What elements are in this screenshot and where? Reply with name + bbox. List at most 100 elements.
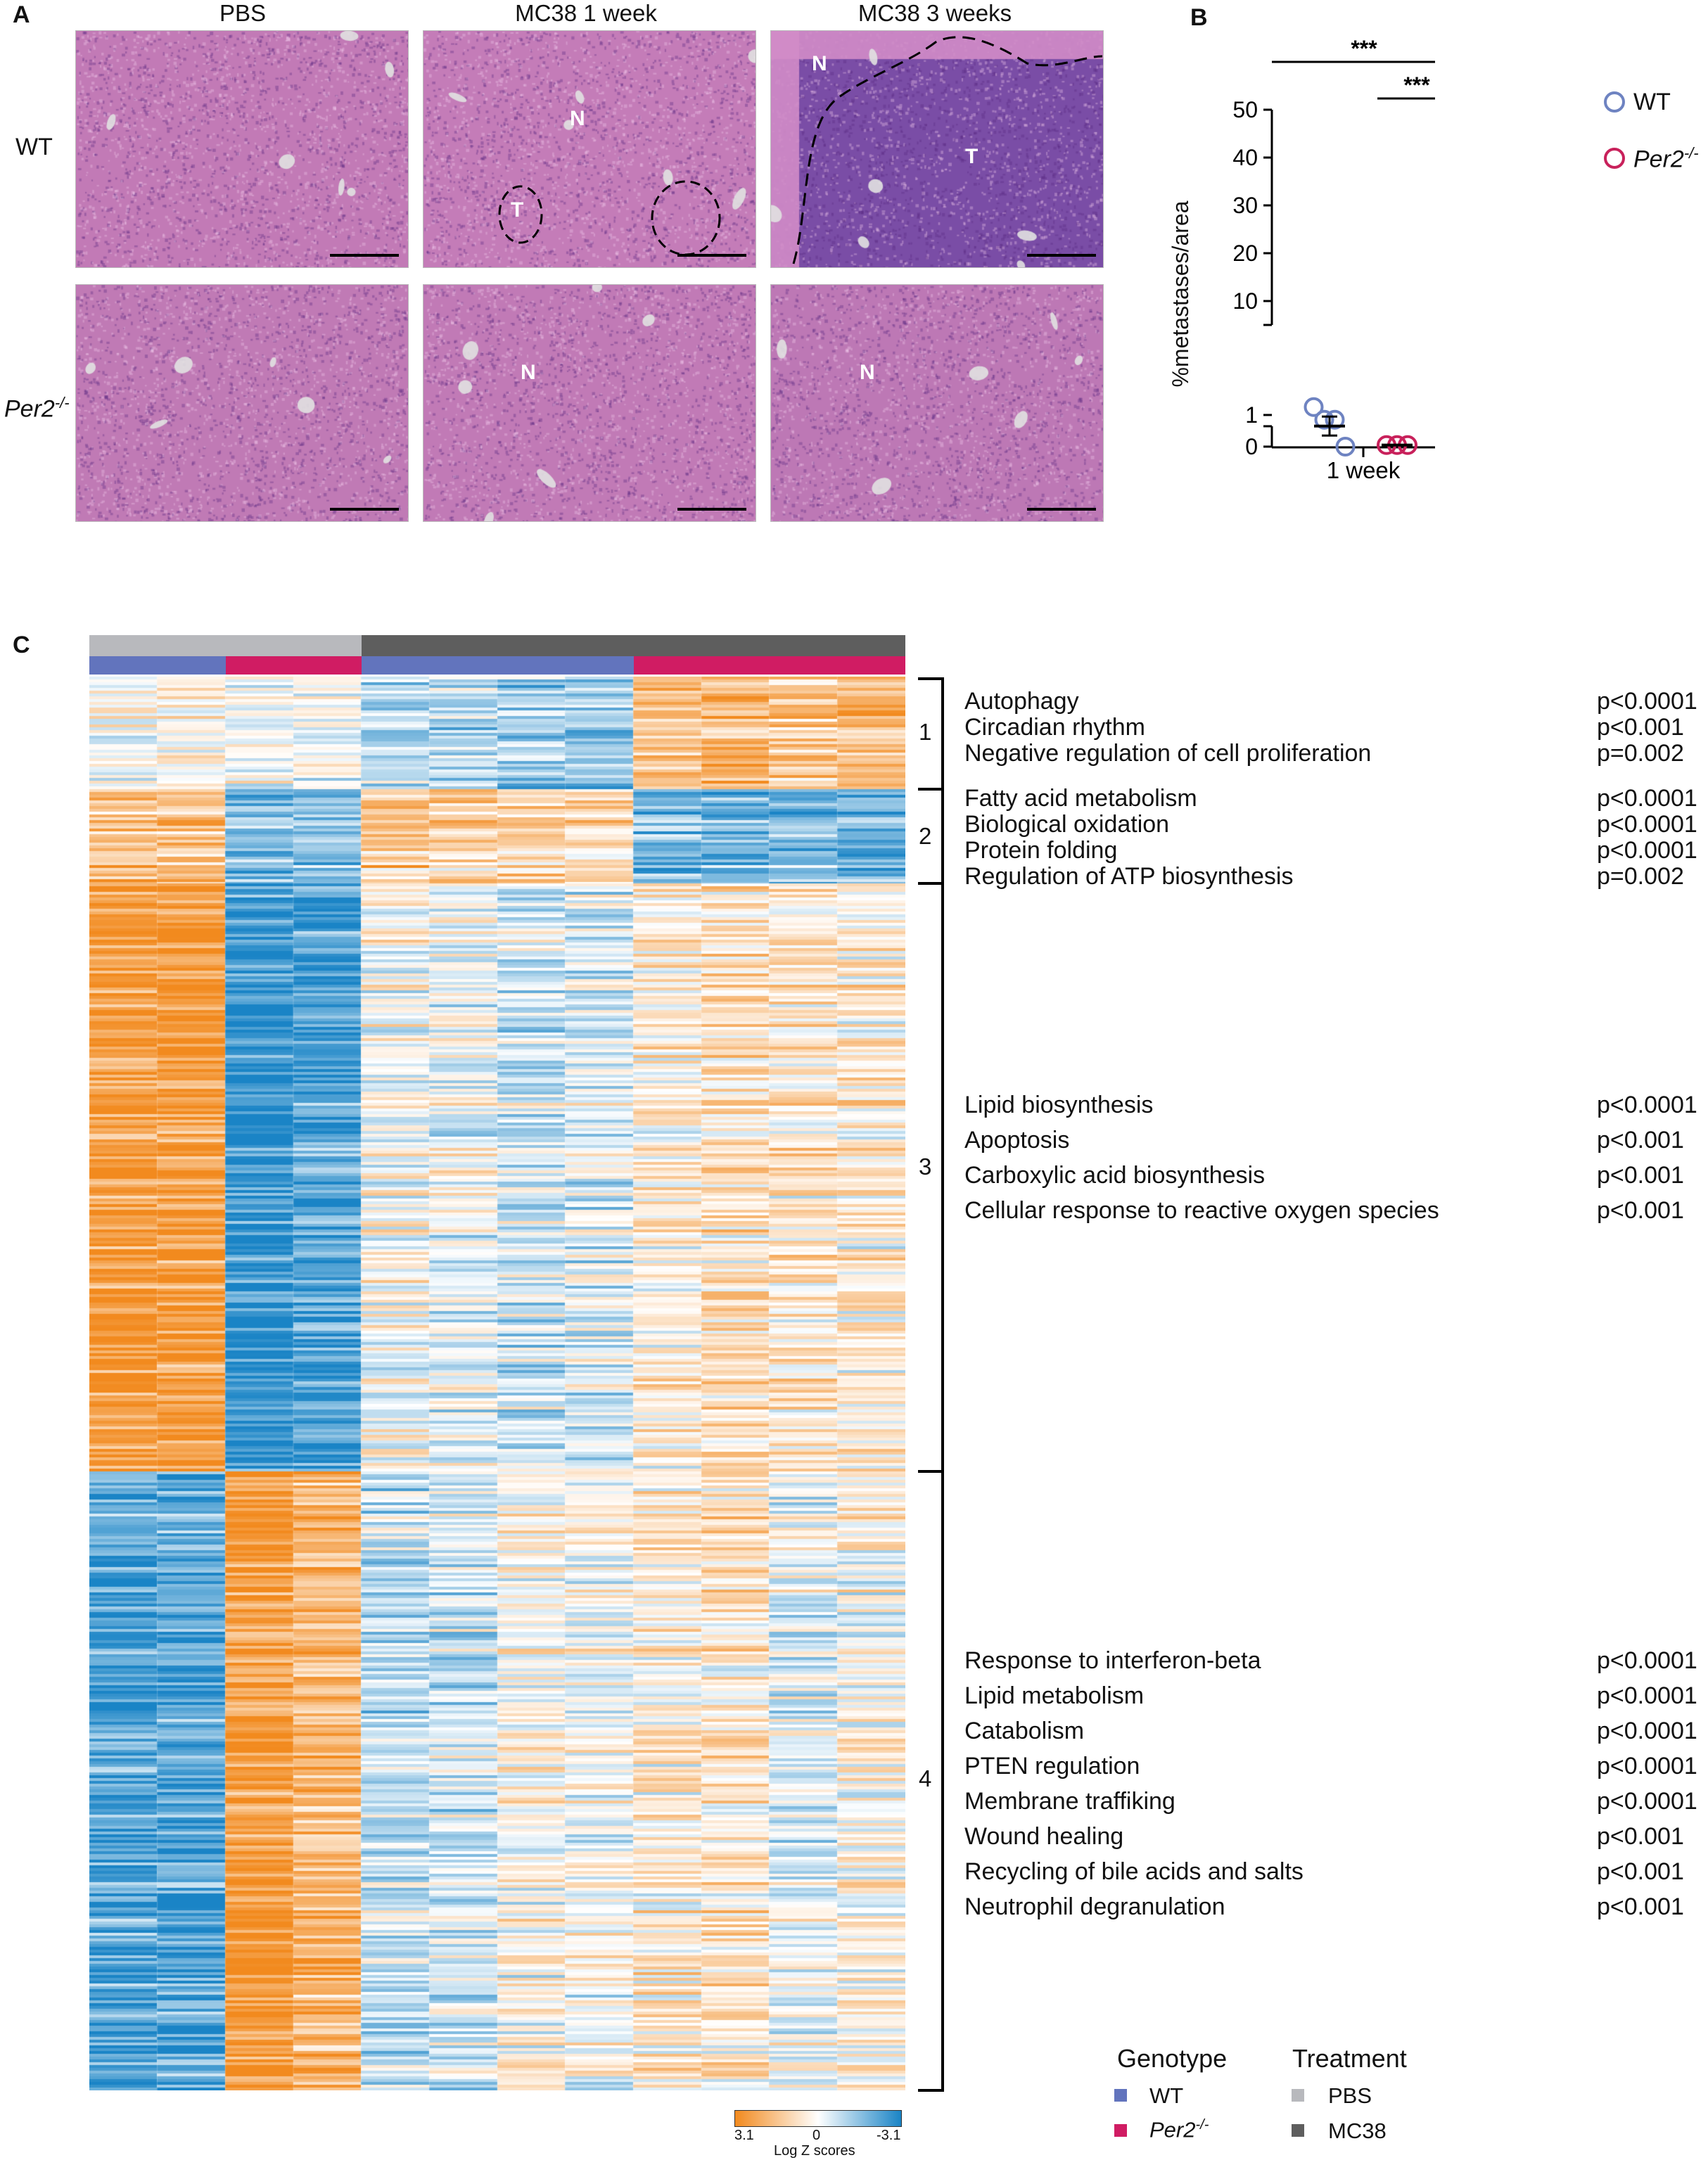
- go-pvalue: p<0.0001: [1597, 1753, 1697, 1779]
- go-pvalue: p<0.0001: [1597, 1788, 1697, 1815]
- micrograph-wt-pbs: [75, 30, 409, 268]
- go-term: Catabolism: [964, 1718, 1085, 1744]
- legend-per2-base: Per2: [1633, 146, 1684, 173]
- go-term: Cellular response to reactive oxygen spe…: [964, 1197, 1439, 1224]
- y-tick-label: 30: [1232, 193, 1258, 218]
- tumor-outlines: [498, 36, 1103, 264]
- micrograph-texture: [771, 285, 1103, 521]
- micrograph-texture: [423, 285, 756, 521]
- legend-per2-base: Per2: [1149, 2117, 1196, 2142]
- legend-treatment-title: Treatment: [1292, 2044, 1407, 2073]
- legend-genotype-title: Genotype: [1117, 2044, 1228, 2073]
- legend-per2-swatch: [1114, 2124, 1127, 2137]
- go-pvalue: p<0.001: [1597, 1127, 1684, 1154]
- genotype-bar-per2-mc38: [634, 656, 905, 675]
- go-term: PTEN regulation: [964, 1753, 1140, 1779]
- row-label-per2-superscript: -/-: [54, 394, 70, 411]
- go-pvalue: p<0.0001: [1597, 688, 1697, 715]
- go-pvalue: p<0.0001: [1597, 837, 1697, 864]
- column-title-mc38-1week: MC38 1 week: [515, 0, 657, 26]
- legend-mc38-swatch: [1292, 2124, 1304, 2137]
- micrograph-wt-mc38-3weeks: N T: [770, 30, 1104, 268]
- micrograph-texture: [76, 31, 408, 267]
- significance-label: ***: [1403, 72, 1430, 98]
- colorbar-title: Log Z scores: [774, 2143, 855, 2159]
- significance-label: ***: [1351, 36, 1377, 61]
- micrograph-wt-mc38-1week: N T: [423, 30, 756, 268]
- legend-per2-label: Per2-/-: [1149, 2117, 1209, 2142]
- micrograph-per2-mc38-1week: N: [423, 284, 756, 522]
- go-term: Carboxylic acid biosynthesis: [964, 1162, 1266, 1189]
- genotype-bar-wt-pbs: [89, 656, 226, 675]
- go-term: Wound healing: [964, 1823, 1124, 1850]
- gene-expression-heatmap: [89, 677, 905, 2090]
- go-term: Fatty acid metabolism: [964, 785, 1197, 812]
- cluster-number-3: 3: [919, 1154, 932, 1180]
- colorbar-min-label: -3.1: [877, 2128, 901, 2143]
- genotype-bar-wt-mc38: [362, 656, 634, 675]
- go-term: Response to interferon-beta: [964, 1647, 1261, 1674]
- go-term: Protein folding: [964, 837, 1118, 864]
- legend-wt-marker: [1604, 91, 1625, 113]
- micrograph-per2-mc38-3weeks: N: [770, 284, 1104, 522]
- go-pvalue: p<0.001: [1597, 1162, 1684, 1189]
- legend-per2-superscript: -/-: [1195, 2117, 1209, 2133]
- go-pvalue: p<0.001: [1597, 714, 1684, 741]
- y-tick-label: 0: [1245, 434, 1258, 459]
- column-title-mc38-3weeks: MC38 3 weeks: [858, 0, 1012, 26]
- y-tick-label: 20: [1232, 241, 1258, 266]
- genotype-bar-per2-pbs: [226, 656, 362, 675]
- tissue-label-tumor: T: [965, 145, 979, 168]
- colorbar: [734, 2110, 902, 2127]
- panel-c-letter: C: [13, 632, 30, 658]
- go-term: Negative regulation of cell proliferatio…: [964, 740, 1372, 767]
- x-tick-label: 1 week: [1327, 457, 1401, 483]
- data-point: [1325, 409, 1345, 430]
- y-tick-label: 40: [1232, 145, 1258, 170]
- go-term: Lipid metabolism: [964, 1682, 1145, 1709]
- legend-wt-swatch: [1114, 2089, 1127, 2102]
- tissue-label-normal: N: [570, 107, 585, 130]
- legend-per2-label: Per2-/-: [1633, 144, 1699, 173]
- go-term: Circadian rhythm: [964, 714, 1145, 741]
- go-pvalue: p<0.0001: [1597, 1092, 1697, 1118]
- tissue-label-normal: N: [521, 361, 536, 384]
- scale-bar: [330, 254, 399, 257]
- go-term: Recycling of bile acids and salts: [964, 1858, 1304, 1885]
- go-pvalue: p=0.002: [1597, 740, 1684, 767]
- legend-per2-superscript: -/-: [1683, 144, 1699, 162]
- column-title-pbs: PBS: [219, 0, 267, 26]
- micrograph-texture: [423, 31, 756, 267]
- go-pvalue: p<0.0001: [1597, 811, 1697, 838]
- legend-mc38-label: MC38: [1328, 2119, 1387, 2143]
- cluster-number-1: 1: [919, 719, 932, 745]
- treatment-bar-pbs: [89, 635, 362, 656]
- legend-wt-label: WT: [1633, 89, 1671, 115]
- go-pvalue: p<0.0001: [1597, 1718, 1697, 1744]
- tumor-outline: [498, 185, 543, 244]
- panel-b-letter: B: [1190, 4, 1208, 31]
- go-term: Lipid biosynthesis: [964, 1092, 1154, 1118]
- data-point: [1335, 437, 1356, 456]
- go-pvalue: p<0.001: [1597, 1858, 1684, 1885]
- scale-bar: [330, 508, 399, 511]
- panel-a-letter: A: [13, 1, 30, 28]
- tumor-outline: [792, 36, 1103, 264]
- go-term: Apoptosis: [964, 1127, 1070, 1154]
- scale-bar: [1027, 254, 1096, 257]
- tumor-outline: [651, 180, 721, 256]
- go-pvalue: p<0.001: [1597, 1197, 1684, 1224]
- go-pvalue: p<0.0001: [1597, 1647, 1697, 1674]
- row-label-wt: WT: [15, 134, 53, 160]
- cluster-number-4: 4: [919, 1765, 932, 1791]
- go-pvalue: p=0.002: [1597, 863, 1684, 890]
- y-tick-label: 1: [1245, 402, 1258, 428]
- micrograph-texture: [76, 285, 408, 521]
- y-tick-label: 10: [1232, 288, 1258, 314]
- go-term: Biological oxidation: [964, 811, 1170, 838]
- go-term: Membrane traffiking: [964, 1788, 1175, 1815]
- colorbar-max-label: 3.1: [734, 2128, 754, 2143]
- legend-pbs-label: PBS: [1328, 2083, 1372, 2108]
- legend-per2-marker: [1604, 148, 1625, 169]
- go-pvalue: p<0.0001: [1597, 785, 1697, 812]
